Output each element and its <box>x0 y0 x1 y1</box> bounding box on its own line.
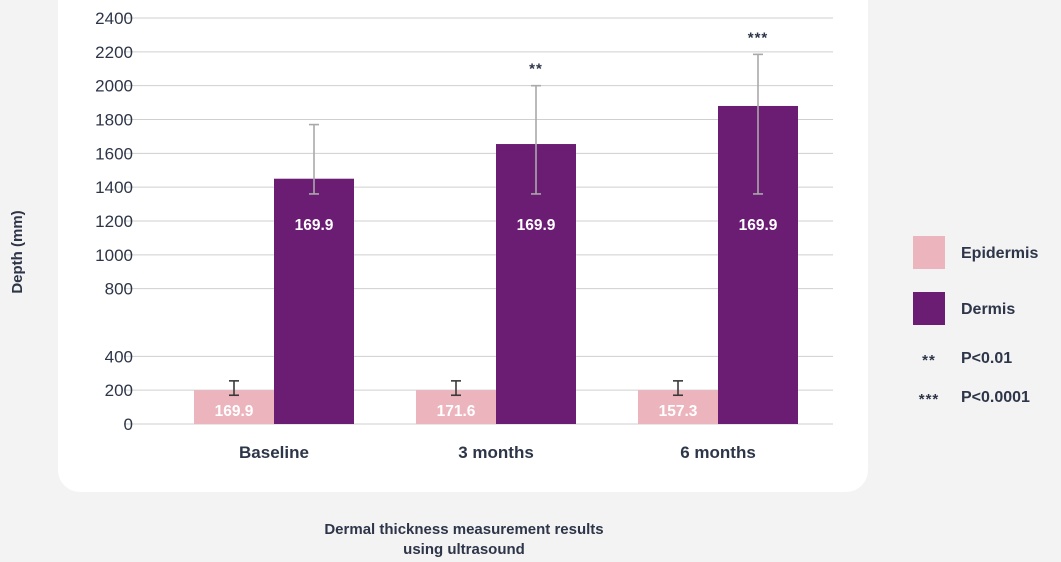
y-tick-label: 1600 <box>95 144 133 163</box>
y-tick-label: 800 <box>105 280 133 299</box>
chart-caption: Dermal thickness measurement results usi… <box>324 521 603 558</box>
data-label-epidermis: 157.3 <box>659 403 698 420</box>
significance-marker: ** <box>529 61 543 78</box>
data-label-epidermis: 169.9 <box>215 403 254 420</box>
data-label-epidermis: 171.6 <box>437 403 476 420</box>
caption-line-1: Dermal thickness measurement results <box>324 521 603 538</box>
caption-line-2: using ultrasound <box>403 541 525 558</box>
data-label-dermis: 169.9 <box>295 217 334 234</box>
category-label: 3 months <box>458 443 534 462</box>
y-tick-label: 1800 <box>95 111 133 130</box>
error-bars <box>229 53 763 397</box>
legend-symbol-p01: ** <box>922 352 936 369</box>
data-label-dermis: 169.9 <box>739 217 778 234</box>
y-tick-label: 0 <box>124 415 133 434</box>
legend-symbol-p0001: *** <box>919 391 940 408</box>
y-tick-label: 2400 <box>95 9 133 28</box>
y-tick-label: 1000 <box>95 246 133 265</box>
y-tick-label: 200 <box>105 381 133 400</box>
bar-labels: 169.9 169.9 171.6 169.9 157.3 169.9 <box>215 217 778 420</box>
y-tick-label: 2000 <box>95 77 133 96</box>
y-tick-label: 1400 <box>95 178 133 197</box>
y-axis-title: Depth (mm) <box>9 210 26 293</box>
data-label-dermis: 169.9 <box>517 217 556 234</box>
bars <box>194 105 798 424</box>
y-tick-label: 400 <box>105 347 133 366</box>
legend: Epidermis Dermis ** P<0.01 *** P<0.0001 <box>913 236 1038 408</box>
legend-swatch-dermis <box>913 292 945 325</box>
significance-marker: *** <box>748 29 769 46</box>
significance-markers: ***** <box>529 29 769 78</box>
x-axis-categories: Baseline 3 months 6 months <box>239 443 756 462</box>
category-label: Baseline <box>239 443 309 462</box>
legend-label-p01: P<0.01 <box>961 350 1012 367</box>
category-label: 6 months <box>680 443 756 462</box>
y-axis-ticks: 0 200 400 800 1000 1200 1400 1600 1800 2000 2200 24… <box>95 9 133 434</box>
y-tick-label: 1200 <box>95 212 133 231</box>
y-tick-label: 2200 <box>95 43 133 62</box>
bar-dermis <box>274 178 354 424</box>
legend-label-dermis: Dermis <box>961 301 1015 318</box>
legend-label-epidermis: Epidermis <box>961 245 1038 262</box>
legend-label-p0001: P<0.0001 <box>961 389 1030 406</box>
legend-swatch-epidermis <box>913 236 945 269</box>
